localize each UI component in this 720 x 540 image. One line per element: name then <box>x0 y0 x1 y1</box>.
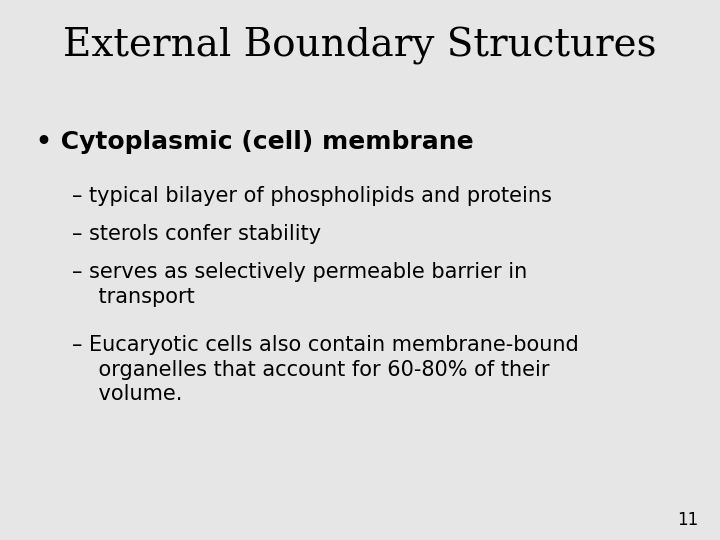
Text: – sterols confer stability: – sterols confer stability <box>72 224 321 244</box>
Text: External Boundary Structures: External Boundary Structures <box>63 27 657 65</box>
Text: 11: 11 <box>677 511 698 529</box>
Text: • Cytoplasmic (cell) membrane: • Cytoplasmic (cell) membrane <box>36 130 474 153</box>
Text: – Eucaryotic cells also contain membrane-bound
    organelles that account for 6: – Eucaryotic cells also contain membrane… <box>72 335 579 404</box>
Text: – serves as selectively permeable barrier in
    transport: – serves as selectively permeable barrie… <box>72 262 527 307</box>
Text: – typical bilayer of phospholipids and proteins: – typical bilayer of phospholipids and p… <box>72 186 552 206</box>
